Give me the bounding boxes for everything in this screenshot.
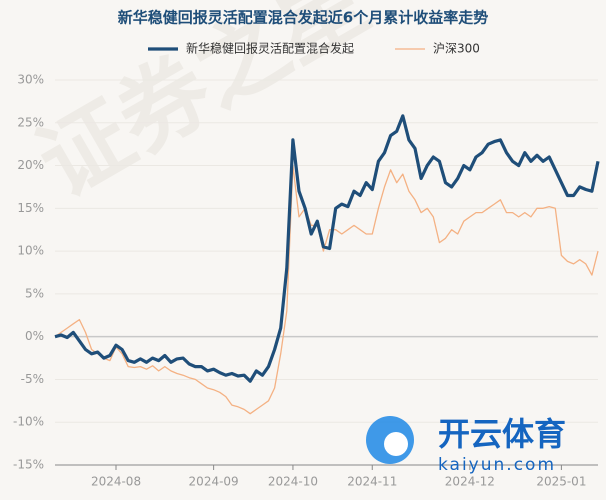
legend-label: 沪深300 (433, 42, 480, 56)
y-tick-label: 20% (17, 158, 44, 172)
logo-site: kaiyun.com (438, 455, 556, 475)
x-tick-label: 2024-10 (268, 475, 318, 489)
watermark: 证券之星 (21, 0, 385, 218)
logo-name: 开云体育 (438, 415, 566, 453)
x-tick-label: 2024-12 (445, 475, 495, 489)
plot: -15% -10% -5% 0% 5% 10% 15% 20% 25% 30% 2024-08 202… (13, 73, 600, 489)
x-tick-label: 2024-11 (347, 475, 397, 489)
y-tick-label: -15% (13, 458, 44, 472)
x-tick-label: 2024-09 (189, 475, 239, 489)
y-tick-label: 10% (17, 244, 44, 258)
chart-title: 新华稳健回报灵活配置混合发起近6个月累计收益率走势 (118, 9, 488, 27)
y-tick-label: 25% (17, 115, 44, 129)
series-line (54, 164, 599, 415)
x-tick-label: 2025-01 (536, 475, 586, 489)
legend: 新华稳健回报灵活配置混合发起 沪深300 (148, 41, 480, 56)
logo-ball (384, 432, 408, 456)
x-tick-label: 2024-08 (91, 475, 141, 489)
y-tick-label: 0% (25, 329, 44, 343)
series-line (54, 114, 600, 383)
logo: 开云体育 kaiyun.com (366, 415, 566, 475)
legend-label: 新华稳健回报灵活配置混合发起 (186, 41, 354, 56)
y-tick-label: 15% (17, 201, 44, 215)
y-tick-label: -10% (13, 415, 44, 429)
y-tick-label: 5% (25, 286, 44, 300)
y-tick-label: -5% (21, 372, 44, 386)
y-tick-label: 30% (17, 73, 44, 87)
